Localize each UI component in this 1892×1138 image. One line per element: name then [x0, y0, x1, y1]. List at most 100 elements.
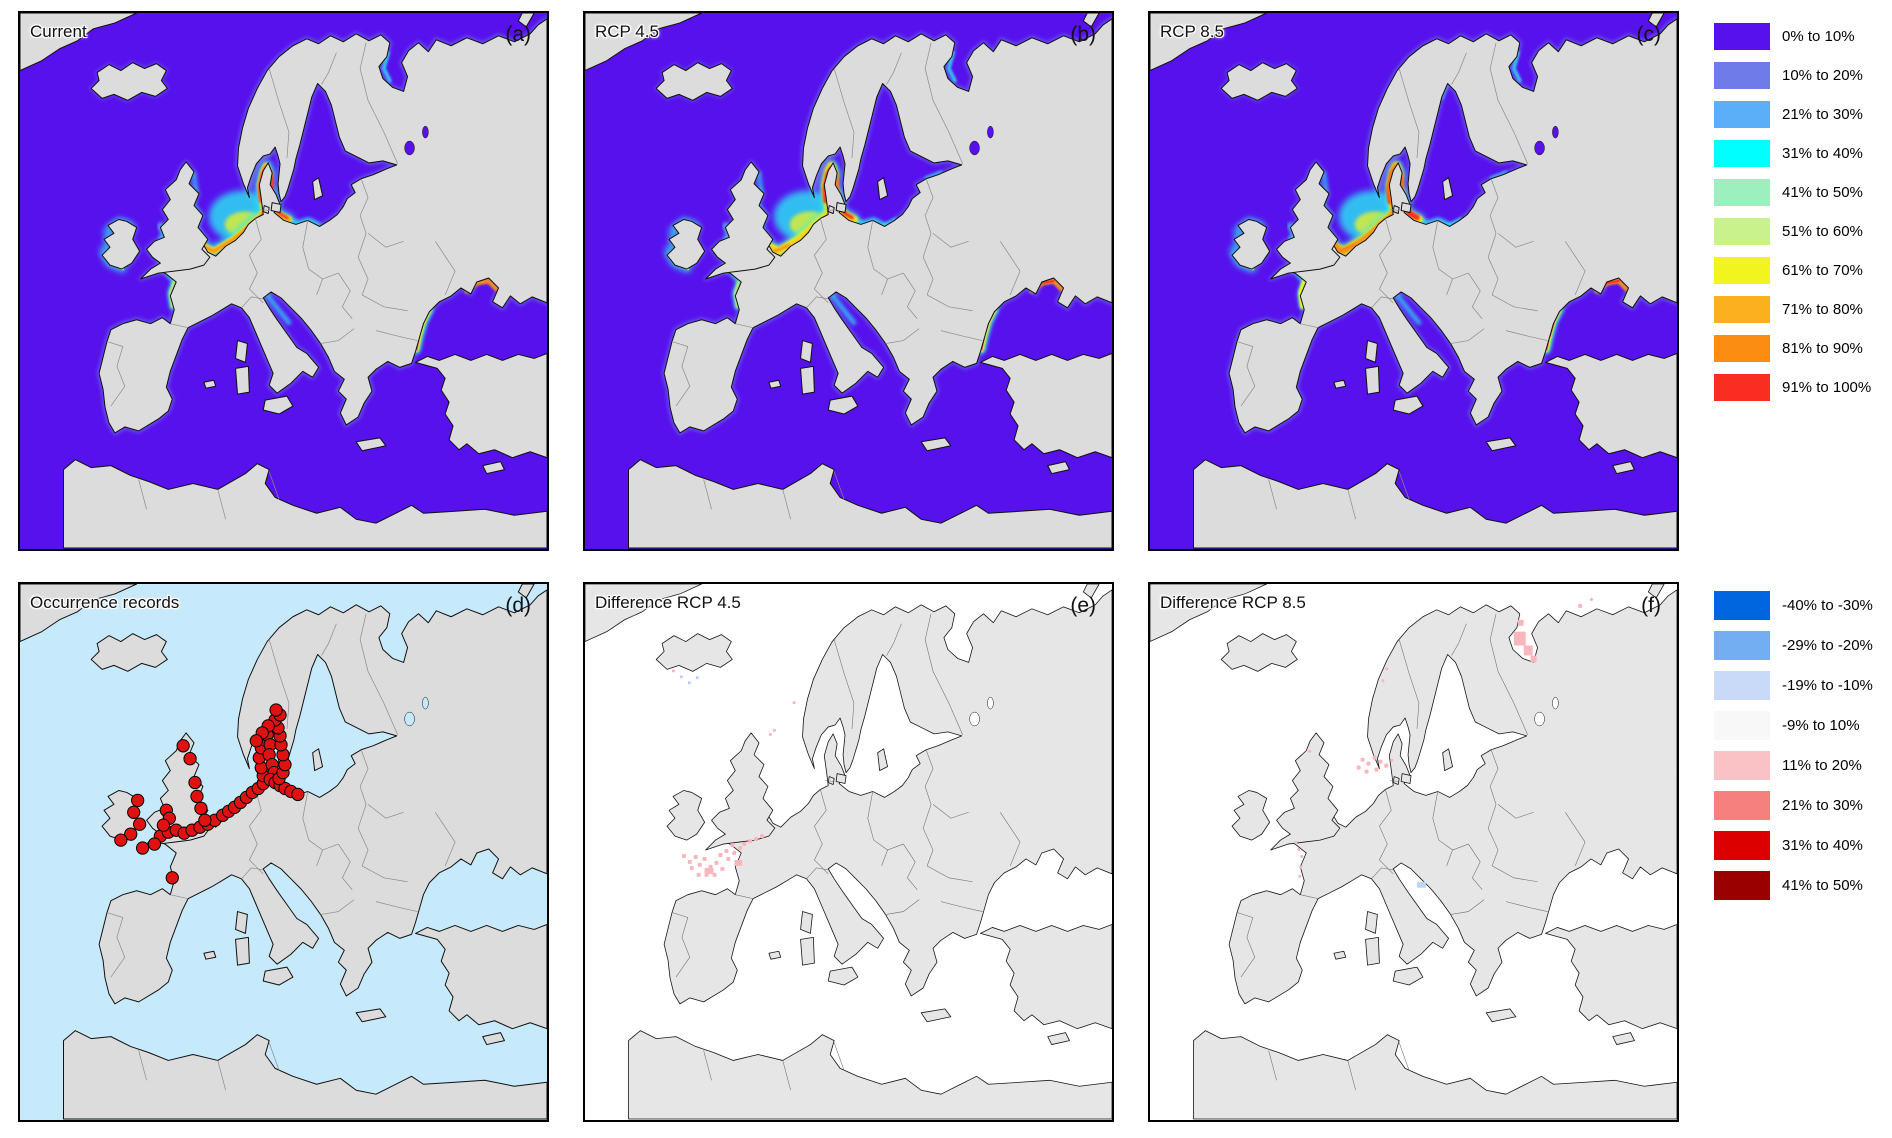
difference-patch	[712, 872, 717, 877]
land-novaya-zemlya	[517, 584, 535, 599]
land-gotland	[312, 748, 324, 772]
legend-item: -40% to -30%	[1714, 585, 1873, 625]
land-north-africa	[1193, 459, 1677, 549]
land-novaya-zemlya	[1647, 13, 1665, 28]
land-ireland	[1231, 218, 1271, 270]
legend-label: 21% to 30%	[1782, 796, 1863, 814]
occurrence-points-layer	[114, 703, 305, 885]
legend-item: -19% to -10%	[1714, 665, 1873, 705]
land-britain	[1270, 732, 1341, 851]
occurrence-point	[124, 827, 138, 841]
land-fyn	[262, 205, 270, 214]
difference-patch	[1523, 645, 1533, 656]
legend-color-swatch	[1714, 630, 1770, 660]
land-britain	[1270, 161, 1341, 280]
land-cyprus	[482, 1032, 505, 1046]
legend-item: 21% to 30%	[1714, 95, 1871, 134]
occurrence-point	[135, 841, 150, 855]
panel-letter: (d)	[505, 594, 531, 617]
land-anatolia	[980, 924, 1112, 1030]
legend-color-swatch	[1714, 710, 1770, 740]
land-mainland-eurasia	[663, 589, 1112, 1005]
difference-patch	[1381, 679, 1385, 683]
legend-item: 71% to 80%	[1714, 290, 1871, 329]
panel-title: RCP 4.5	[595, 22, 659, 41]
land-mainland-eurasia	[663, 18, 1112, 434]
legend-label: 10% to 20%	[1782, 67, 1863, 84]
land-zealand	[835, 202, 847, 214]
legend-item: 81% to 90%	[1714, 329, 1871, 368]
land-novaya-zemlya	[517, 13, 535, 28]
occurrence-point	[131, 793, 145, 808]
land-north-africa	[628, 459, 1112, 549]
country-borders-layer	[106, 42, 456, 520]
legend-item: 91% to 100%	[1714, 368, 1871, 407]
land-iceland	[1220, 633, 1298, 672]
difference-patch	[1513, 631, 1526, 646]
country-borders-layer	[1236, 42, 1586, 520]
difference-patch	[696, 872, 701, 877]
occurrence-point	[114, 833, 128, 847]
legend-label: 31% to 40%	[1782, 145, 1863, 162]
difference-patch	[748, 839, 753, 844]
difference-patch	[730, 843, 735, 848]
legend-label: 51% to 60%	[1782, 223, 1863, 240]
legend-label: 11% to 20%	[1782, 756, 1862, 774]
occurrence-point	[156, 818, 170, 832]
land-greenland-corner	[1150, 13, 1268, 72]
land-novaya-zemlya	[1082, 13, 1100, 28]
panel-title: RCP 8.5	[1160, 22, 1224, 41]
europe-map	[585, 13, 1112, 549]
panel-title: Difference RCP 4.5	[595, 593, 741, 612]
legend-label: 31% to 40%	[1782, 836, 1863, 854]
difference-patch	[1589, 597, 1593, 601]
occurrence-point	[194, 801, 208, 815]
difference-patch	[1300, 854, 1304, 858]
land-novaya-zemlya	[1647, 584, 1665, 599]
lakes-layer	[404, 696, 429, 727]
legend-item: 61% to 70%	[1714, 251, 1871, 290]
land-gotland	[1442, 177, 1454, 201]
map-slot	[585, 584, 1112, 1120]
difference-patch	[742, 842, 747, 847]
difference-patch	[768, 732, 772, 736]
legend-color-swatch	[1714, 335, 1770, 362]
legend-color-swatch	[1714, 870, 1770, 900]
land-sicily	[262, 395, 294, 415]
landmass-layer	[20, 13, 547, 549]
land-sardinia	[235, 936, 250, 966]
difference-patch	[697, 862, 702, 867]
difference-patch	[714, 860, 719, 865]
difference-patch	[1517, 619, 1524, 626]
legend-item: -9% to 10%	[1714, 705, 1873, 745]
land-crete	[920, 1008, 952, 1023]
land-gotland	[877, 748, 888, 772]
panel-current: Current (a)	[18, 11, 549, 551]
land-iceland	[1220, 62, 1298, 101]
land-balearics	[1333, 379, 1347, 389]
land-zealand	[1400, 773, 1412, 784]
difference-patches-layer	[1294, 597, 1593, 888]
difference-legend: -40% to -30% -29% to -20% -19% to -10% -9% …	[1714, 585, 1873, 905]
difference-patch	[1299, 865, 1303, 869]
legend-color-swatch	[1714, 101, 1770, 128]
legend-label: -9% to 10%	[1782, 716, 1860, 734]
difference-patch	[672, 669, 675, 673]
panel-difference-rcp85: Difference RCP 8.5 (f)	[1148, 582, 1679, 1122]
legend-color-swatch	[1714, 296, 1770, 323]
land-anatolia	[980, 352, 1112, 459]
europe-map	[585, 584, 1112, 1120]
panel-rcp85: RCP 8.5 (c)	[1148, 11, 1679, 551]
difference-patch	[754, 837, 759, 842]
land-anatolia	[415, 923, 547, 1030]
legend-color-swatch	[1714, 670, 1770, 700]
occurrence-point	[249, 734, 263, 748]
lakes-layer	[1534, 696, 1559, 727]
legend-item: 11% to 20%	[1714, 745, 1873, 785]
land-sicily	[1392, 395, 1424, 415]
land-crete	[355, 437, 387, 452]
legend-color-swatch	[1714, 62, 1770, 89]
land-corsica	[235, 911, 248, 934]
difference-patch	[687, 859, 692, 864]
